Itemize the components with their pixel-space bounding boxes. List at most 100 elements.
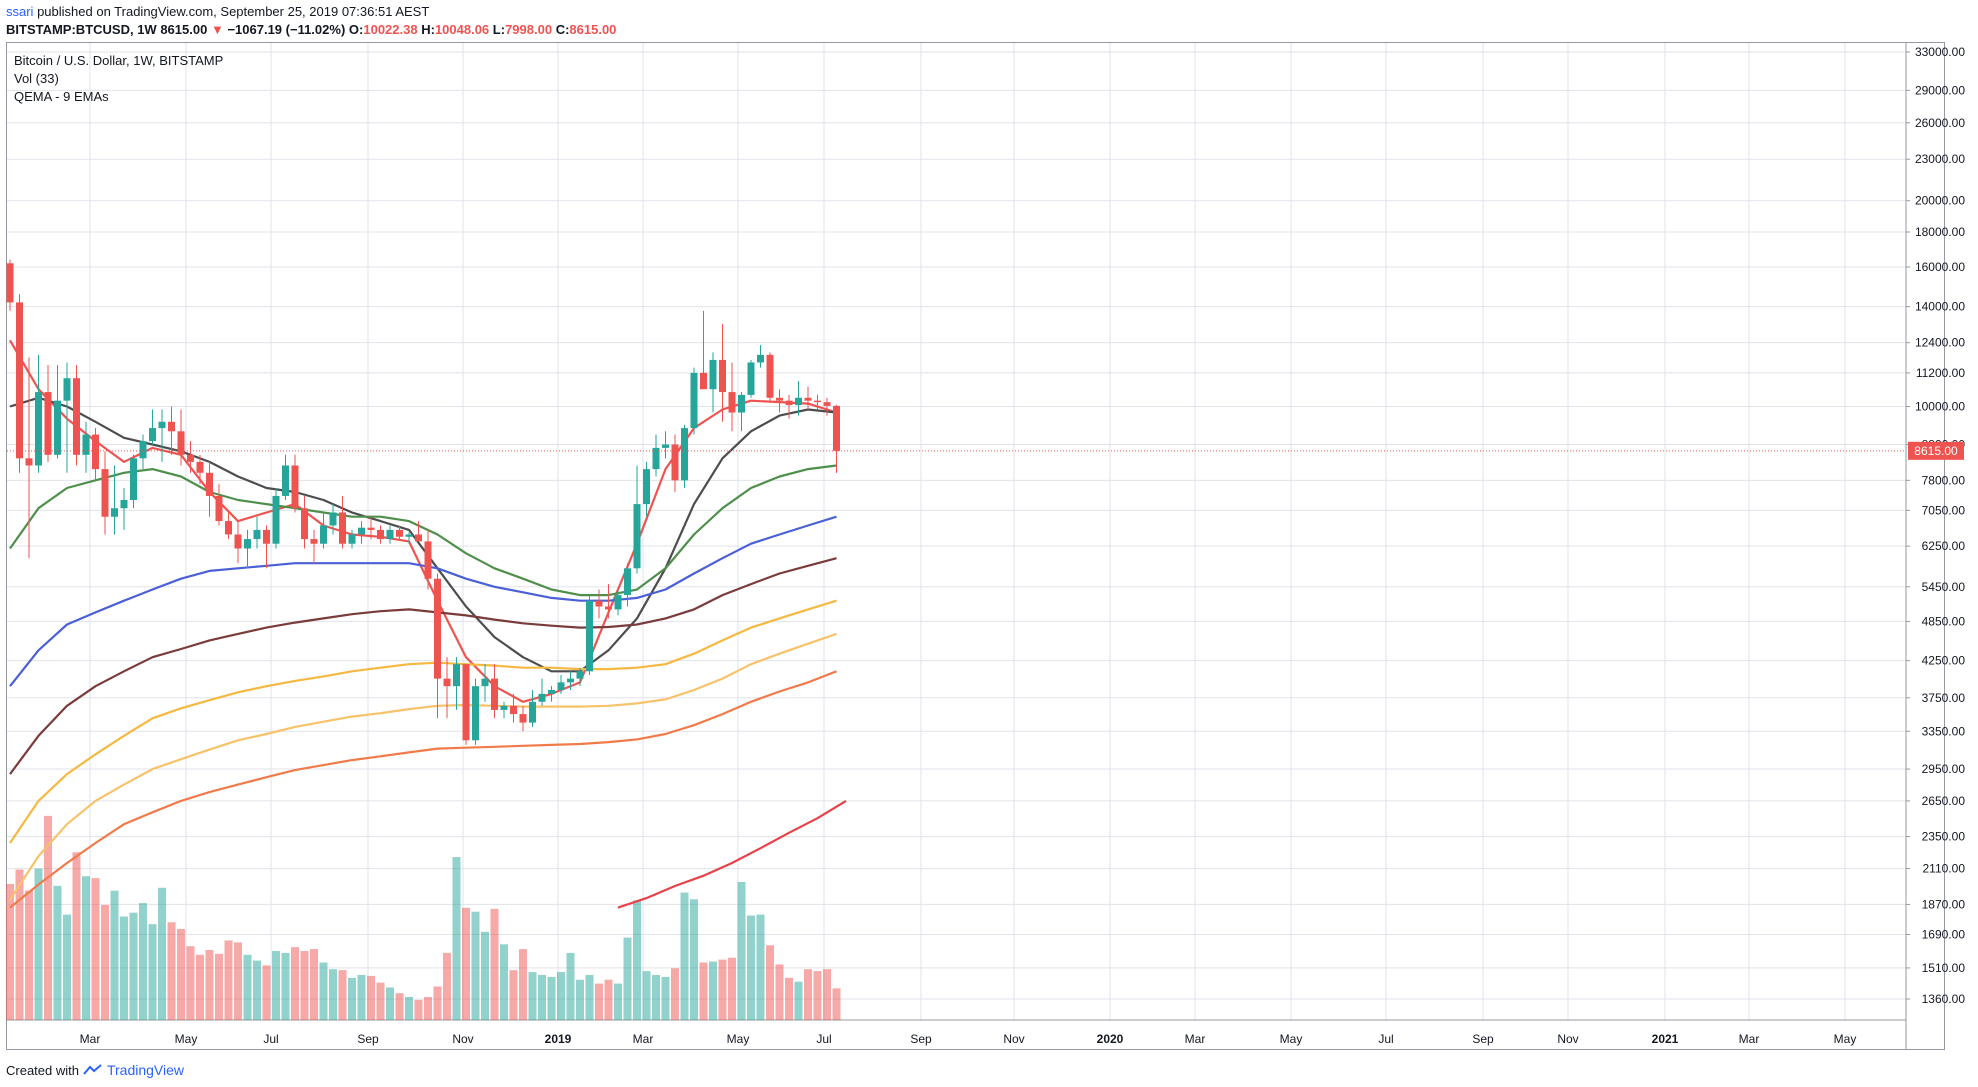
candle-body[interactable] xyxy=(348,534,356,544)
candle-body[interactable] xyxy=(728,392,736,413)
candle-body[interactable] xyxy=(329,512,337,526)
candle-body[interactable] xyxy=(92,434,99,470)
candle-body[interactable] xyxy=(16,302,23,459)
candle-body[interactable] xyxy=(35,392,42,466)
candle-body[interactable] xyxy=(481,678,489,687)
candle-body[interactable] xyxy=(234,534,242,549)
candle-body[interactable] xyxy=(633,504,641,569)
candle-body[interactable] xyxy=(614,595,622,610)
candle-body[interactable] xyxy=(120,499,128,509)
candle-body[interactable] xyxy=(529,701,536,723)
candle-body[interactable] xyxy=(291,465,299,509)
candle-body[interactable] xyxy=(73,378,80,455)
legend-volume[interactable]: Vol (33) xyxy=(14,71,59,86)
candle-body[interactable] xyxy=(738,394,745,413)
candle-body[interactable] xyxy=(386,529,394,540)
candle-body[interactable] xyxy=(567,678,574,683)
candle-body[interactable] xyxy=(719,359,726,393)
candle-body[interactable] xyxy=(415,534,422,542)
candle-body[interactable] xyxy=(63,378,71,401)
candle-body[interactable] xyxy=(139,441,147,459)
candle-body[interactable] xyxy=(795,397,802,406)
legend-qema[interactable]: QEMA - 9 EMAs xyxy=(14,89,109,104)
candle-body[interactable] xyxy=(776,397,783,401)
candle-body[interactable] xyxy=(25,458,33,466)
candle-body[interactable] xyxy=(6,263,14,303)
volume-bar xyxy=(452,857,461,1020)
volume-bar xyxy=(699,962,708,1020)
candle-body[interactable] xyxy=(196,461,204,473)
candle-body[interactable] xyxy=(643,469,650,505)
candle-body[interactable] xyxy=(624,568,631,596)
candle-body[interactable] xyxy=(158,421,166,429)
candle-body[interactable] xyxy=(557,682,565,690)
candle-body[interactable] xyxy=(443,678,451,687)
candle-body[interactable] xyxy=(538,693,546,702)
candle-body[interactable] xyxy=(595,600,603,607)
volume-bar xyxy=(804,969,812,1020)
candle-body[interactable] xyxy=(225,521,232,535)
candle-body[interactable] xyxy=(823,402,831,406)
candle-body[interactable] xyxy=(766,354,774,398)
candle-body[interactable] xyxy=(434,578,441,679)
candle-body[interactable] xyxy=(462,664,470,741)
candle-body[interactable] xyxy=(472,686,479,741)
candle-body[interactable] xyxy=(215,495,223,522)
candle-body[interactable] xyxy=(576,671,584,679)
candle-body[interactable] xyxy=(367,527,375,530)
candle-body[interactable] xyxy=(747,362,755,395)
candle-body[interactable] xyxy=(814,400,821,403)
candle-body[interactable] xyxy=(519,714,527,723)
candle-body[interactable] xyxy=(101,469,109,517)
candle-body[interactable] xyxy=(206,472,213,496)
candle-body[interactable] xyxy=(130,458,137,500)
candle-body[interactable] xyxy=(605,606,612,610)
candle-body[interactable] xyxy=(282,465,289,496)
candle-body[interactable] xyxy=(396,529,403,537)
x-tick-label: 2021 xyxy=(1652,1032,1679,1046)
candle-body[interactable] xyxy=(339,512,346,544)
candle-body[interactable] xyxy=(320,525,327,544)
candle-body[interactable] xyxy=(785,400,793,406)
candle-body[interactable] xyxy=(272,495,280,544)
candle-body[interactable] xyxy=(662,444,669,448)
candle-body[interactable] xyxy=(244,539,251,549)
y-tick-label: 7800.00 xyxy=(1922,473,1966,487)
candle-body[interactable] xyxy=(681,428,688,481)
candle-body[interactable] xyxy=(358,527,365,535)
candle-body[interactable] xyxy=(310,539,318,544)
candle-body[interactable] xyxy=(54,400,61,455)
candle-body[interactable] xyxy=(510,705,517,715)
candle-body[interactable] xyxy=(652,447,660,470)
candle-body[interactable] xyxy=(177,431,185,455)
candle-body[interactable] xyxy=(500,705,508,710)
candle-body[interactable] xyxy=(168,421,175,432)
candle-body[interactable] xyxy=(253,529,261,540)
candle-body[interactable] xyxy=(671,444,679,481)
candle-body[interactable] xyxy=(833,405,840,451)
candle-body[interactable] xyxy=(757,354,764,363)
y-tick-label: 33000.00 xyxy=(1915,45,1965,59)
candle-body[interactable] xyxy=(187,454,194,462)
candle-body[interactable] xyxy=(700,372,707,390)
volume-bar xyxy=(756,914,765,1020)
candle-body[interactable] xyxy=(548,689,555,694)
candle-body[interactable] xyxy=(149,428,156,442)
candle-body[interactable] xyxy=(301,508,308,540)
candle-body[interactable] xyxy=(424,541,432,579)
candle-body[interactable] xyxy=(491,678,498,710)
candle-body[interactable] xyxy=(804,397,812,401)
candle-body[interactable] xyxy=(405,534,413,537)
author-link[interactable]: ssari xyxy=(6,4,34,19)
candle-body[interactable] xyxy=(453,664,460,687)
candle-body[interactable] xyxy=(263,529,270,544)
candle-body[interactable] xyxy=(82,434,90,455)
candle-body[interactable] xyxy=(709,359,717,390)
candle-body[interactable] xyxy=(111,508,118,517)
candle-body[interactable] xyxy=(690,372,698,429)
tradingview-brand[interactable]: TradingView xyxy=(106,1062,185,1078)
candle-body[interactable] xyxy=(586,600,593,672)
candle-body[interactable] xyxy=(44,392,52,455)
candle-body[interactable] xyxy=(377,529,384,540)
